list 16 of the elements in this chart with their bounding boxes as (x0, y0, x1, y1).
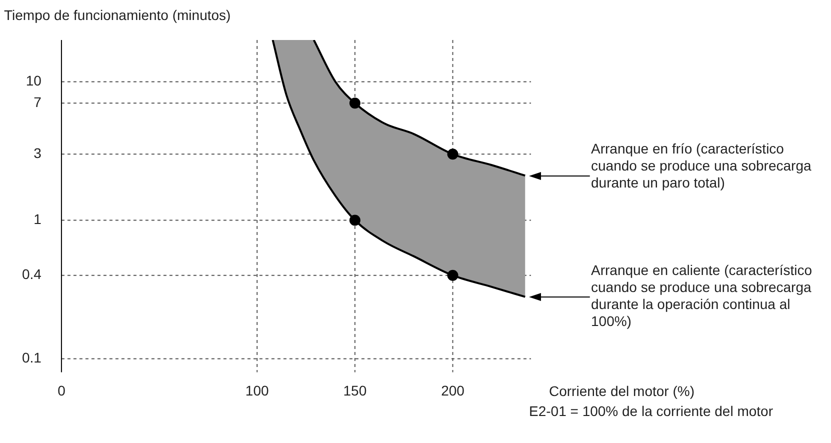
line-series (312, 40, 526, 177)
x-tick-label: 100 (245, 382, 269, 398)
text: Arranque en caliente (característico cuando se produce una sobrecarga durante la operación continua al 100%) (591, 262, 812, 329)
y-tick-label: 0.4 (22, 266, 42, 282)
x-axis-title: Corriente del motor (%) (549, 383, 694, 400)
y-tick-label: 10 (26, 72, 42, 89)
y-tick-label: 0.1 (22, 350, 42, 366)
text: E2-01 = 100% de la corriente del motor (529, 403, 774, 420)
x-tick-label: 150 (343, 382, 367, 398)
x-tick-label: 200 (441, 382, 465, 398)
y-tick-label: 1 (34, 211, 42, 228)
y-tick-label: 7 (34, 94, 42, 110)
y-tick-label: 3 (34, 145, 42, 161)
text: Arranque en frío (característico cuando se produce una sobrecarga durante un paro total) (591, 140, 812, 191)
y-axis-title: Tiempo de funcionamiento (minutos) (4, 7, 231, 23)
x-tick-label: 0 (58, 382, 66, 398)
